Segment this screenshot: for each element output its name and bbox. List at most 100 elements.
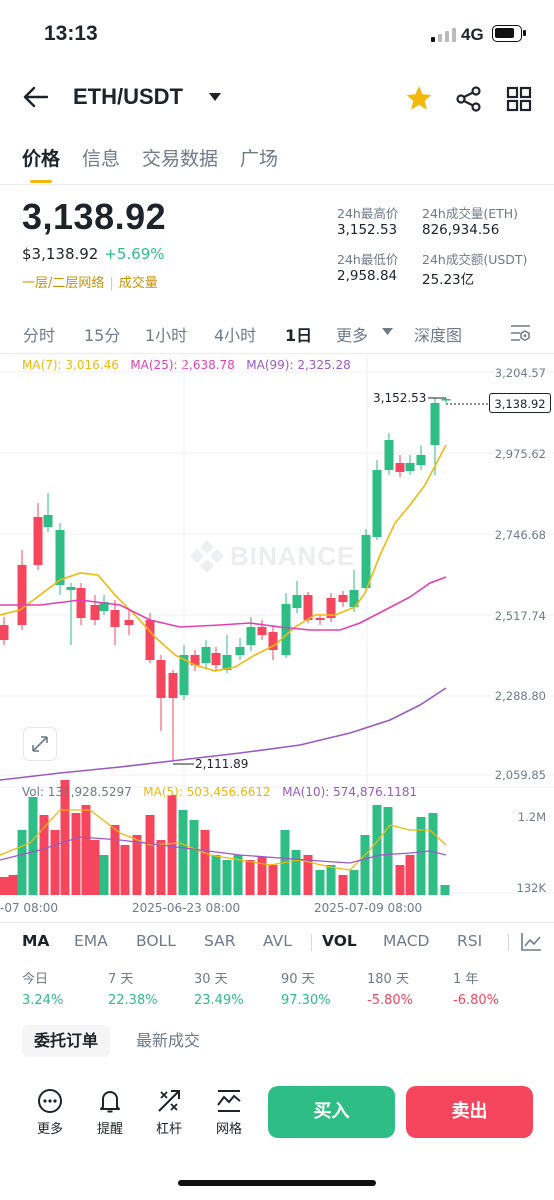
volume-bar	[303, 855, 313, 895]
divider	[0, 353, 554, 354]
indicator-macd[interactable]: MACD	[383, 932, 430, 950]
tab-recent-trades[interactable]: 最新成交	[136, 1031, 201, 1050]
perf-30d: 30 天 23.49%	[194, 972, 244, 1008]
indicator-avl[interactable]: AVL	[263, 932, 292, 950]
indicator-rsi[interactable]: RSI	[457, 932, 483, 950]
high-marker-label: 3,152.53	[373, 391, 426, 405]
pair-selector[interactable]: ETH/USDT	[73, 84, 183, 109]
perf-7d: 7 天 22.38%	[108, 972, 158, 1008]
depth-chart[interactable]: 深度图	[414, 326, 463, 345]
price-change: +5.69%	[104, 245, 165, 263]
candle-body	[90, 605, 100, 620]
candle-body	[281, 604, 291, 655]
grid-layout-icon[interactable]	[506, 86, 532, 112]
candle-body	[190, 655, 200, 665]
volume-bar	[110, 825, 120, 895]
ma7-line	[0, 444, 447, 672]
active-tab-indicator	[30, 180, 52, 183]
tag-volume[interactable]: 成交量	[118, 276, 158, 291]
volume-bar	[349, 870, 359, 895]
expand-icon	[32, 736, 48, 752]
leverage-icon	[158, 1090, 180, 1112]
candle-body	[441, 399, 451, 401]
candle-body	[0, 625, 9, 640]
tab-trading-data[interactable]: 交易数据	[142, 148, 219, 170]
candle-body	[211, 653, 221, 665]
tab-square[interactable]: 广场	[240, 148, 279, 170]
candle-body	[43, 515, 53, 527]
volume-bar	[326, 865, 336, 895]
more-icon	[38, 1089, 62, 1113]
y-axis-label: 2,746.68	[494, 528, 546, 542]
star-icon[interactable]	[405, 85, 433, 111]
caret-down-icon[interactable]	[208, 92, 222, 102]
volume-bar	[145, 815, 155, 895]
share-icon[interactable]	[456, 86, 482, 112]
vol-ma5-line	[0, 809, 447, 871]
candle-body	[168, 673, 178, 698]
buy-button[interactable]: 买入	[268, 1086, 395, 1138]
back-arrow-icon[interactable]	[22, 86, 48, 108]
volume-bar	[0, 877, 9, 895]
indicator-divider	[508, 934, 509, 951]
tab-info[interactable]: 信息	[82, 148, 121, 170]
volume-bar	[189, 820, 199, 895]
volume-bar	[315, 870, 325, 895]
candle-body	[292, 595, 302, 608]
caret-down-icon[interactable]	[382, 328, 393, 336]
ma99-line	[0, 687, 447, 781]
tab-price[interactable]: 价格	[22, 148, 61, 170]
candle-body	[326, 598, 336, 618]
indicator-boll[interactable]: BOLL	[136, 932, 176, 950]
candle-body	[361, 535, 371, 588]
home-indicator	[178, 1180, 376, 1186]
leverage-button[interactable]: 杠杆	[147, 1088, 191, 1137]
interval-1d[interactable]: 1日	[285, 326, 313, 345]
chart-settings-icon[interactable]	[510, 323, 532, 343]
grid-trading-button[interactable]: 网格	[207, 1088, 251, 1137]
volume-bar	[60, 780, 70, 895]
candle-body	[55, 530, 65, 585]
candle-body	[156, 660, 166, 698]
battery-icon	[492, 25, 526, 42]
interval-time[interactable]: 分时	[23, 326, 56, 345]
candle-body	[405, 463, 415, 471]
candle-body	[76, 588, 86, 618]
y-axis-label: 2,517.74	[494, 609, 546, 623]
candle-body	[110, 610, 120, 627]
perf-180d: 180 天 -5.80%	[367, 972, 413, 1008]
more-button[interactable]: 更多	[28, 1088, 72, 1137]
indicator-sar[interactable]: SAR	[204, 932, 236, 950]
alert-label: 提醒	[96, 1122, 123, 1137]
candle-body	[145, 620, 155, 660]
indicator-ma[interactable]: MA	[22, 932, 50, 950]
interval-more[interactable]: 更多	[336, 326, 369, 345]
ma-legend: MA(7): 3,016.46 MA(25): 2,638.78 MA(99):…	[22, 358, 351, 372]
interval-4h[interactable]: 4小时	[214, 326, 257, 345]
vol-axis-top: 1.2M	[517, 810, 546, 824]
tab-open-orders[interactable]: 委托订单	[22, 1025, 111, 1057]
interval-1h[interactable]: 1小时	[145, 326, 188, 345]
volume-bar	[50, 830, 60, 895]
sell-button[interactable]: 卖出	[406, 1086, 533, 1138]
tag-layer[interactable]: 一层/二层网络	[22, 276, 105, 291]
indicator-ema[interactable]: EMA	[74, 932, 108, 950]
expand-chart-button[interactable]	[23, 727, 57, 761]
interval-15m[interactable]: 15分	[84, 326, 121, 345]
candle-body	[303, 595, 313, 620]
volume-bar	[257, 857, 267, 895]
candlestick-chart[interactable]: 3,152.53 2,111.89	[0, 355, 554, 910]
volume-bar	[372, 805, 382, 895]
indicator-settings-icon[interactable]	[520, 932, 542, 952]
candle-body	[257, 627, 267, 635]
candle-body	[268, 632, 278, 650]
more-label: 更多	[36, 1122, 63, 1137]
low-value: 2,958.84	[337, 268, 398, 284]
candle-body	[124, 620, 134, 625]
alert-button[interactable]: 提醒	[88, 1088, 132, 1137]
volume-bar	[132, 835, 142, 895]
perf-1y: 1 年 -6.80%	[453, 972, 499, 1008]
current-price-tag: 3,138.92	[489, 393, 551, 413]
vol-axis-bottom: 132K	[516, 881, 547, 895]
indicator-vol[interactable]: VOL	[322, 932, 357, 950]
